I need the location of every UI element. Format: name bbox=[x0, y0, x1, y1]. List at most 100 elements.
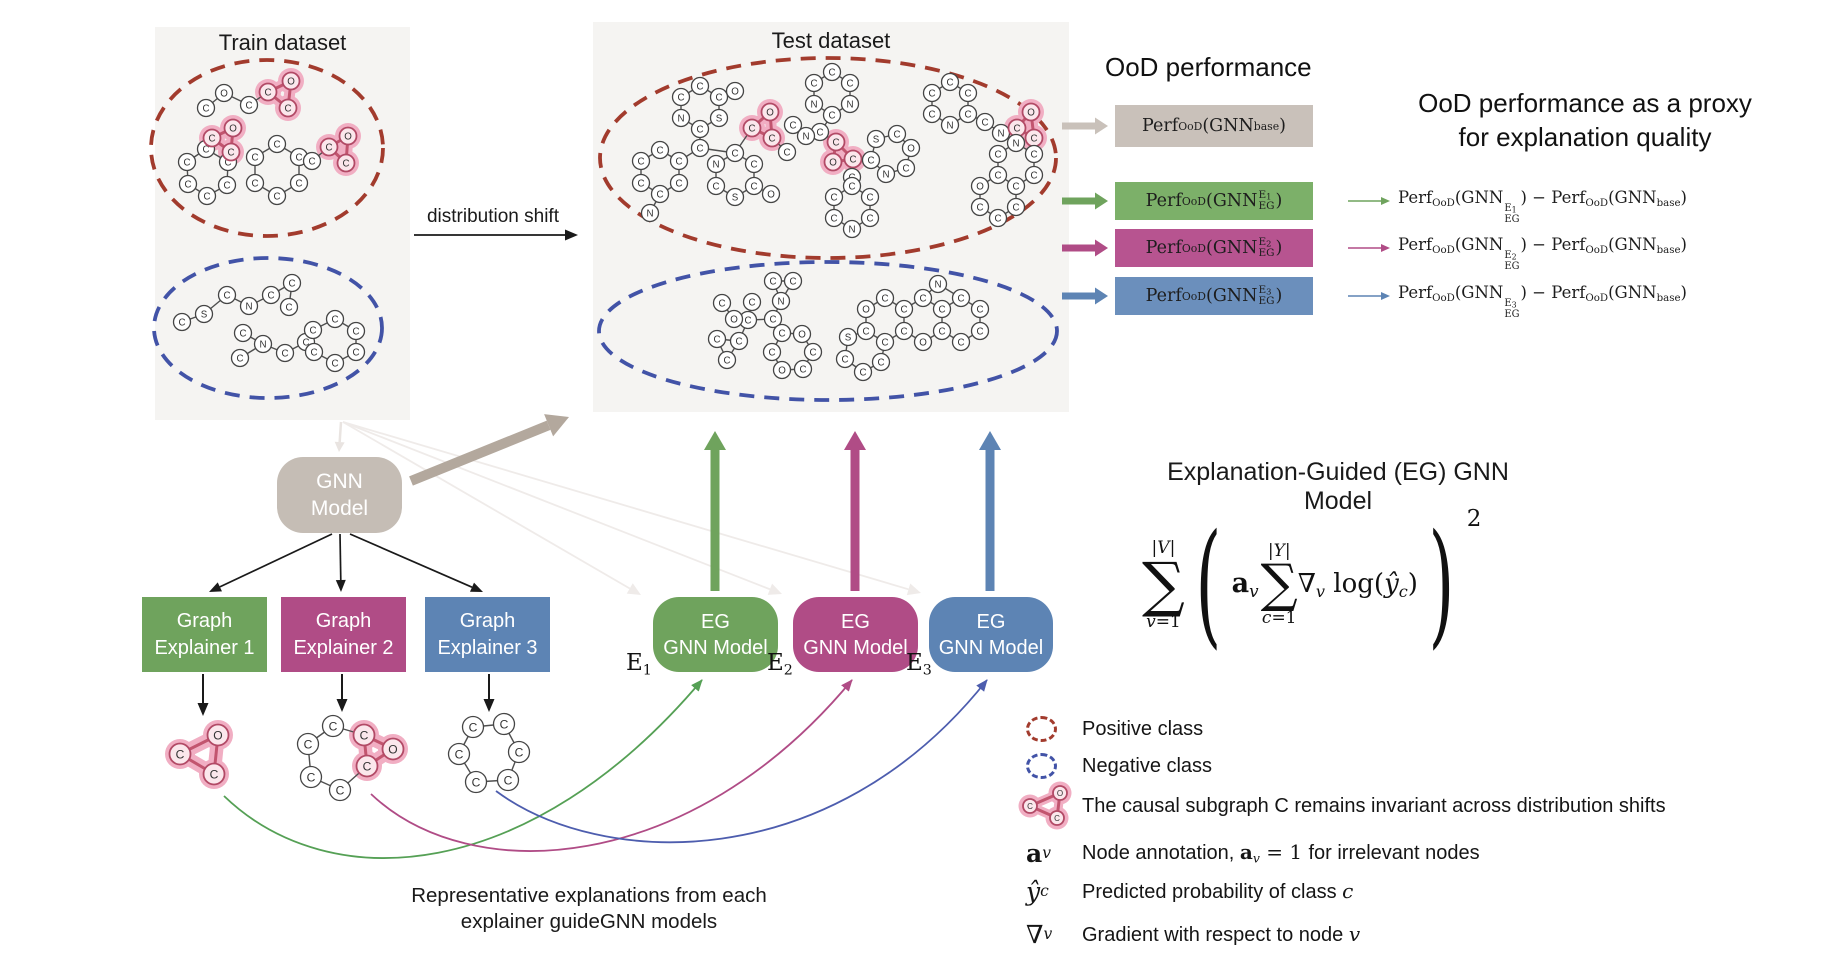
svg-text:N: N bbox=[848, 225, 855, 236]
eg-gnn-model-3-box: EG GNN Model bbox=[929, 597, 1053, 672]
svg-text:C: C bbox=[656, 190, 663, 201]
test-dataset-title: Test dataset bbox=[771, 28, 891, 53]
legend-negative-class: Negative class bbox=[1026, 753, 1212, 779]
svg-text:C: C bbox=[799, 365, 806, 376]
gradient-symbol: ∇ v bbox=[1026, 919, 1053, 949]
svg-text:C: C bbox=[783, 148, 790, 159]
expl3-to-eg3-curve bbox=[495, 679, 988, 844]
e1-label: E1 bbox=[626, 650, 652, 679]
svg-text:C: C bbox=[964, 110, 971, 121]
gnn-to-explainer3-arrow bbox=[349, 533, 483, 592]
svg-text:N: N bbox=[997, 129, 1004, 140]
svg-text:N: N bbox=[946, 121, 953, 132]
legend-causal-icon: O C C bbox=[1018, 781, 1072, 830]
perf-eg2-arrow bbox=[1062, 239, 1108, 257]
svg-text:C: C bbox=[202, 145, 209, 156]
svg-text:C: C bbox=[1012, 203, 1019, 214]
svg-text:C: C bbox=[469, 721, 478, 735]
graph-explainer-3-box: Graph Explainer 3 bbox=[425, 597, 550, 672]
legend-node-annotation-label: Node annotation, av = 1 for irrelevant n… bbox=[1082, 840, 1480, 866]
proxy-heading-line1: OoD performance as a proxy bbox=[1418, 88, 1752, 118]
perf-base-box: Perf OoD (GNN base) bbox=[1115, 105, 1313, 147]
svg-text:C: C bbox=[713, 335, 720, 346]
svg-text:C: C bbox=[750, 182, 757, 193]
svg-text:C: C bbox=[718, 299, 725, 310]
svg-text:C: C bbox=[769, 277, 776, 288]
svg-text:O: O bbox=[976, 182, 984, 193]
outer-sum: |V| ∑ v=1 bbox=[1142, 537, 1185, 631]
svg-text:C: C bbox=[331, 315, 338, 326]
svg-text:C: C bbox=[723, 356, 730, 367]
svg-text:N: N bbox=[646, 209, 653, 220]
svg-text:C: C bbox=[208, 134, 215, 145]
svg-text:C: C bbox=[675, 179, 682, 190]
test-pos-mol-2: CCNCNCCCNCOCSCOCNCCCCCNCC bbox=[783, 62, 921, 239]
svg-text:O: O bbox=[731, 87, 739, 98]
caption-line2: explainer guideGNN models bbox=[460, 910, 718, 933]
svg-text:C: C bbox=[994, 171, 1001, 182]
svg-text:C: C bbox=[223, 291, 230, 302]
svg-text:N: N bbox=[712, 160, 719, 171]
svg-text:C: C bbox=[637, 157, 644, 168]
diff2-arrow bbox=[1348, 244, 1390, 252]
svg-text:C: C bbox=[336, 784, 345, 798]
svg-text:C: C bbox=[866, 193, 873, 204]
train-to-gnn-faint-arrow bbox=[334, 421, 345, 452]
svg-text:C: C bbox=[928, 89, 935, 100]
svg-text:C: C bbox=[900, 327, 907, 338]
e3-label: E3 bbox=[906, 650, 932, 679]
svg-text:C: C bbox=[637, 179, 644, 190]
svg-text:C: C bbox=[504, 774, 513, 788]
svg-text:C: C bbox=[748, 124, 755, 135]
svg-text:C: C bbox=[846, 79, 853, 90]
positive-class-icon bbox=[1026, 716, 1082, 742]
test-negative-ellipse bbox=[597, 260, 1059, 402]
outer-sum-upper: |V| bbox=[1151, 537, 1176, 558]
svg-text:C: C bbox=[500, 718, 509, 732]
svg-text:N: N bbox=[802, 132, 809, 143]
svg-text:C: C bbox=[976, 327, 983, 338]
explainer2-output-arrow bbox=[336, 674, 348, 712]
svg-text:C: C bbox=[810, 79, 817, 90]
svg-text:C: C bbox=[1054, 814, 1060, 823]
perf-eg3-box: Perf OoD (GNN E3 EG) bbox=[1115, 277, 1313, 315]
svg-text:C: C bbox=[515, 746, 524, 760]
svg-text:O: O bbox=[344, 132, 352, 143]
test-positive-ellipse bbox=[598, 56, 1058, 260]
annotation-term: av bbox=[1231, 568, 1259, 602]
svg-text:C: C bbox=[789, 121, 796, 132]
svg-text:C: C bbox=[828, 111, 835, 122]
svg-text:C: C bbox=[715, 93, 722, 104]
svg-text:C: C bbox=[363, 760, 372, 774]
eg2-to-test-arrow bbox=[844, 431, 866, 591]
svg-text:N: N bbox=[882, 170, 889, 181]
svg-text:N: N bbox=[1012, 139, 1019, 150]
svg-text:C: C bbox=[866, 214, 873, 225]
svg-text:C: C bbox=[1027, 802, 1033, 811]
left-paren: ( bbox=[1195, 506, 1222, 663]
svg-text:S: S bbox=[732, 193, 739, 204]
svg-text:O: O bbox=[730, 315, 738, 326]
svg-text:O: O bbox=[388, 743, 397, 757]
svg-text:C: C bbox=[735, 337, 742, 348]
svg-text:C: C bbox=[325, 143, 332, 154]
explainer-2-line2: Explainer 2 bbox=[293, 636, 394, 659]
svg-text:O: O bbox=[766, 108, 774, 119]
svg-text:C: C bbox=[696, 144, 703, 155]
legend-positive-class: Positive class bbox=[1026, 716, 1203, 742]
explanation-mol-2: C C C C C C O bbox=[296, 714, 408, 802]
diff-formula-3: PerfOoD(GNN E3 EG) − PerfOoD(GNNbase) bbox=[1398, 283, 1687, 320]
e2-label: E2 bbox=[767, 650, 793, 679]
eg2-line1: EG bbox=[841, 610, 870, 633]
svg-text:N: N bbox=[245, 302, 252, 313]
explainer-3-line2: Explainer 3 bbox=[437, 636, 538, 659]
svg-text:C: C bbox=[867, 156, 874, 167]
perf-eg2-box: Perf OoD (GNN E2 EG) bbox=[1115, 229, 1313, 267]
caption-line1: Representative explanations from each bbox=[411, 884, 767, 907]
svg-text:C: C bbox=[184, 180, 191, 191]
svg-text:S: S bbox=[716, 114, 723, 125]
inner-sum-upper: |Y| bbox=[1267, 541, 1291, 562]
